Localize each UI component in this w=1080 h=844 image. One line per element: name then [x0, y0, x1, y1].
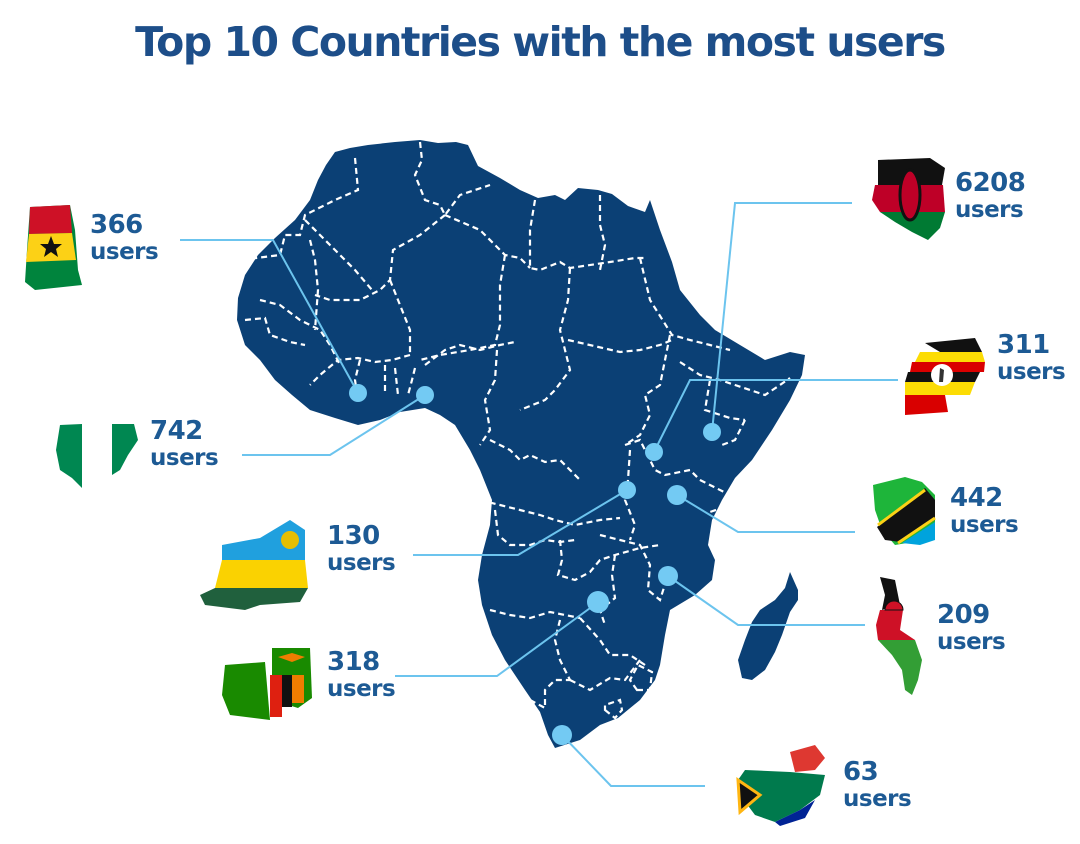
label-malawi: 209 users — [937, 600, 1006, 656]
rwanda-flag-map-icon — [200, 520, 308, 610]
uganda-flag-map-icon — [905, 338, 985, 415]
user-count: 318 — [327, 647, 380, 677]
zambia-flag-map-icon — [222, 648, 312, 720]
marker-kenya[interactable] — [703, 423, 721, 441]
label-zambia: 318 users — [327, 647, 396, 703]
label-tanzania: 442 users — [950, 483, 1019, 539]
unit-label: users — [150, 445, 219, 471]
page-title: Top 10 Countries with the most users — [135, 18, 946, 66]
country-borders — [239, 141, 791, 720]
kenya-flag-map-icon — [872, 158, 945, 240]
label-kenya: 6208 users — [955, 168, 1026, 224]
unit-label: users — [90, 239, 159, 265]
user-count: 209 — [937, 600, 990, 630]
label-uganda: 311 users — [997, 330, 1066, 386]
user-count: 366 — [90, 210, 143, 240]
unit-label: users — [950, 512, 1019, 538]
marker-south-africa[interactable] — [552, 725, 572, 745]
user-count: 311 — [997, 330, 1050, 360]
label-nigeria: 742 users — [150, 416, 219, 472]
tanzania-flag-map-icon — [873, 477, 936, 545]
unit-label: users — [327, 550, 396, 576]
user-count: 6208 — [955, 168, 1026, 198]
markers — [349, 384, 721, 745]
user-count: 63 — [843, 757, 879, 787]
marker-uganda[interactable] — [645, 443, 663, 461]
marker-tanzania[interactable] — [667, 485, 687, 505]
label-ghana: 366 users — [90, 210, 159, 266]
malawi-flag-map-icon — [876, 577, 922, 695]
unit-label: users — [997, 359, 1066, 385]
marker-nigeria[interactable] — [416, 386, 434, 404]
south-africa-flag-map-icon — [736, 745, 825, 826]
user-count: 442 — [950, 483, 1003, 513]
label-rwanda: 130 users — [327, 521, 396, 577]
user-count: 742 — [150, 416, 203, 446]
label-south-africa: 63 users — [843, 757, 912, 813]
africa-continent-shape — [237, 140, 805, 748]
marker-rwanda[interactable] — [618, 481, 636, 499]
leader-lines — [180, 202, 898, 787]
unit-label: users — [327, 676, 396, 702]
user-count: 130 — [327, 521, 380, 551]
marker-zambia[interactable] — [587, 591, 609, 613]
unit-label: users — [955, 197, 1024, 223]
unit-label: users — [937, 629, 1006, 655]
marker-malawi[interactable] — [658, 566, 678, 586]
marker-ghana[interactable] — [349, 384, 367, 402]
ghana-flag-map-icon — [25, 205, 82, 290]
nigeria-flag-map-icon — [56, 424, 138, 488]
unit-label: users — [843, 786, 912, 812]
